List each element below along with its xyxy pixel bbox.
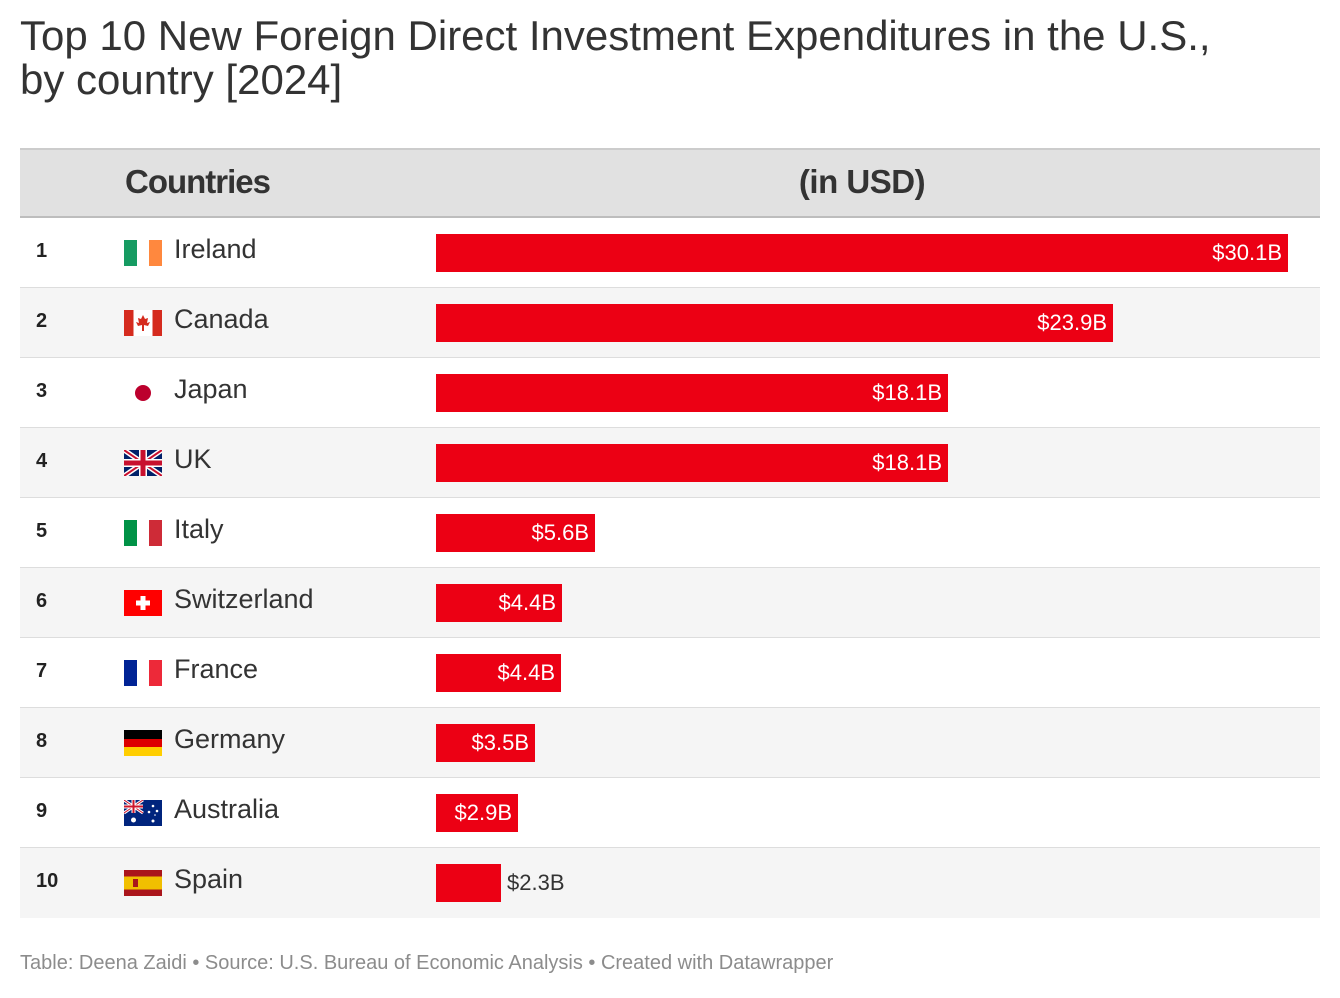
value-label: $18.1B (872, 380, 942, 405)
country-name: Spain (174, 864, 244, 894)
country-name: Germany (174, 724, 286, 754)
value-label: $30.1B (1212, 240, 1282, 265)
value-bar (436, 794, 518, 832)
rank-number: 9 (36, 800, 48, 822)
country-name: Japan (174, 374, 248, 404)
countries-column-header[interactable]: Countries (125, 163, 271, 200)
uk-flag-icon (124, 450, 162, 476)
country-name: Australia (174, 794, 280, 824)
rank-number: 6 (36, 590, 48, 612)
spain-flag-icon (124, 870, 162, 896)
table-row: 1 Ireland $30.1B (20, 218, 1320, 288)
value-column-header[interactable]: (in USD) (798, 163, 926, 200)
table-header: Countries (in USD) (20, 148, 1320, 218)
value-bar (436, 444, 948, 482)
table-row: 5 Italy $5.6B (20, 498, 1320, 568)
value-bar (436, 374, 948, 412)
rank-number: 2 (36, 310, 48, 332)
rank-number: 4 (36, 450, 48, 472)
value-label: $4.4B (497, 660, 556, 685)
chart-title: Top 10 New Foreign Direct Investment Exp… (20, 14, 1320, 102)
value-bar (436, 724, 535, 762)
country-name: Italy (174, 514, 224, 544)
data-table: Countries (in USD) 1 Ireland $30.1B 2 Canada… (20, 148, 1320, 918)
rank-number: 3 (36, 380, 48, 402)
table-row: 10 Spain $2.3B (20, 848, 1320, 918)
country-name: UK (174, 444, 212, 474)
canada-flag-icon (124, 310, 162, 336)
table-body: 1 Ireland $30.1B 2 Canada $23.9B 3 Japan $18.1B 4… (20, 218, 1320, 918)
value-bar (436, 654, 561, 692)
value-bar (436, 584, 562, 622)
value-label: $4.4B (498, 590, 557, 615)
value-bar (436, 864, 501, 902)
chart-title-line-1: Top 10 New Foreign Direct Investment Exp… (20, 12, 1211, 59)
rank-number: 1 (36, 240, 48, 262)
ireland-flag-icon (124, 240, 162, 266)
value-bar (436, 304, 1113, 342)
table-row: 8 Germany $3.5B (20, 708, 1320, 778)
source-footer: Table: Deena Zaidi • Source: U.S. Bureau… (20, 952, 834, 974)
value-label: $3.5B (471, 730, 530, 755)
rank-number: 5 (36, 520, 48, 542)
rank-number: 10 (36, 870, 59, 892)
table-row: 9 Australia $2.9B (20, 778, 1320, 848)
table-row: 7 France $4.4B (20, 638, 1320, 708)
rank-number: 8 (36, 730, 48, 752)
country-name: Ireland (174, 234, 257, 264)
country-name: Canada (174, 304, 269, 334)
rank-number: 7 (36, 660, 48, 682)
value-label: $5.6B (531, 520, 590, 545)
australia-flag-icon (124, 800, 162, 826)
value-bar (436, 514, 595, 552)
table-row: 6 Switzerland $4.4B (20, 568, 1320, 638)
chart-title-line-2: by country [2024] (20, 56, 343, 103)
switzerland-flag-icon (124, 590, 162, 616)
france-flag-icon (124, 660, 162, 686)
italy-flag-icon (124, 520, 162, 546)
value-label: $2.3B (507, 870, 565, 895)
japan-flag-icon (124, 380, 162, 406)
value-label: $23.9B (1037, 310, 1107, 335)
table-row: 4 UK $18.1B (20, 428, 1320, 498)
germany-flag-icon (124, 730, 162, 756)
value-label: $2.9B (454, 800, 513, 825)
value-label: $18.1B (872, 450, 942, 475)
country-name: France (174, 654, 259, 684)
table-row: 2 Canada $23.9B (20, 288, 1320, 358)
value-bar (436, 234, 1288, 272)
country-name: Switzerland (174, 584, 314, 614)
table-row: 3 Japan $18.1B (20, 358, 1320, 428)
